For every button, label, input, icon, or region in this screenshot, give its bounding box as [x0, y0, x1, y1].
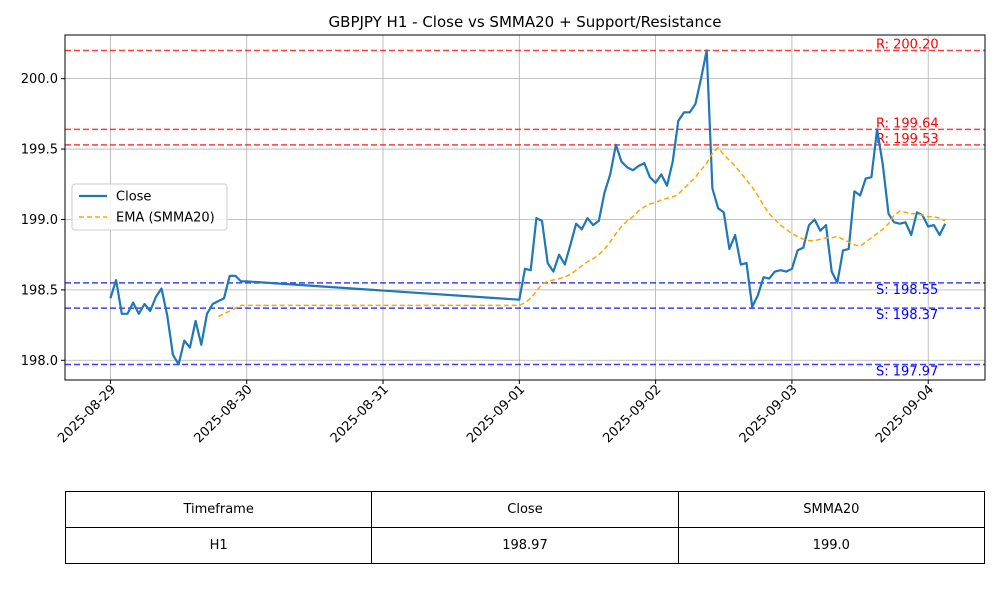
- y-tick-label: 199.5: [21, 143, 58, 158]
- table-header-row: Timeframe Close SMMA20: [64, 491, 986, 528]
- support-label: S: 198.37: [876, 308, 938, 323]
- series-layer: [109, 49, 947, 366]
- chart: GBPJPY H1 - Close vs SMMA20 + Support/Re…: [21, 13, 986, 446]
- x-tick-label: 2025-09-02: [600, 382, 664, 446]
- y-axis: 198.0 198.5 199.0 199.5 200.0: [21, 72, 65, 369]
- x-tick-label: 2025-09-03: [737, 382, 801, 446]
- table-row: H1 198.97 199.0: [64, 527, 986, 564]
- x-tick-label: 2025-08-31: [328, 382, 392, 446]
- table-header-cell: Timeframe: [64, 491, 373, 528]
- support-label: S: 198.55: [876, 283, 938, 298]
- support-label: S: 197.97: [876, 365, 938, 380]
- resistance-label: R: 200.20: [876, 37, 939, 52]
- legend: Close EMA (SMMA20): [71, 183, 228, 231]
- plot-area: [64, 34, 986, 381]
- table-cell: H1: [64, 527, 373, 564]
- close-series-line: [109, 49, 947, 366]
- chart-title: GBPJPY H1 - Close vs SMMA20 + Support/Re…: [329, 13, 722, 31]
- x-tick-label: 2025-08-30: [192, 382, 256, 446]
- summary-table: Timeframe Close SMMA20 H1 198.97 199.0: [64, 491, 986, 564]
- table-header-cell: Close: [371, 491, 679, 528]
- y-tick-label: 199.0: [21, 213, 58, 228]
- table-cell: 198.97: [371, 527, 679, 564]
- resistance-label: R: 199.53: [876, 132, 939, 147]
- smma-series-line: [217, 146, 946, 318]
- y-tick-label: 200.0: [21, 72, 58, 87]
- hlines: R: 200.20 R: 199.64R: 199.53 S: 198.55 S: 1…: [65, 37, 985, 380]
- legend-label: Close: [116, 190, 151, 205]
- legend-box: [71, 183, 228, 231]
- table-header-cell: SMMA20: [677, 491, 986, 528]
- x-axis: 2025-08-29 2025-08-30 2025-08-31 2025-09-01…: [55, 380, 937, 446]
- x-tick-label: 2025-09-01: [464, 382, 528, 446]
- legend-label: EMA (SMMA20): [116, 211, 215, 226]
- table-cell: 199.0: [677, 527, 986, 564]
- resistance-label: R: 199.64: [876, 116, 939, 131]
- y-tick-label: 198.0: [21, 354, 58, 369]
- x-tick-label: 2025-09-04: [873, 382, 937, 446]
- x-tick-label: 2025-08-29: [55, 382, 119, 446]
- y-tick-label: 198.5: [21, 283, 58, 298]
